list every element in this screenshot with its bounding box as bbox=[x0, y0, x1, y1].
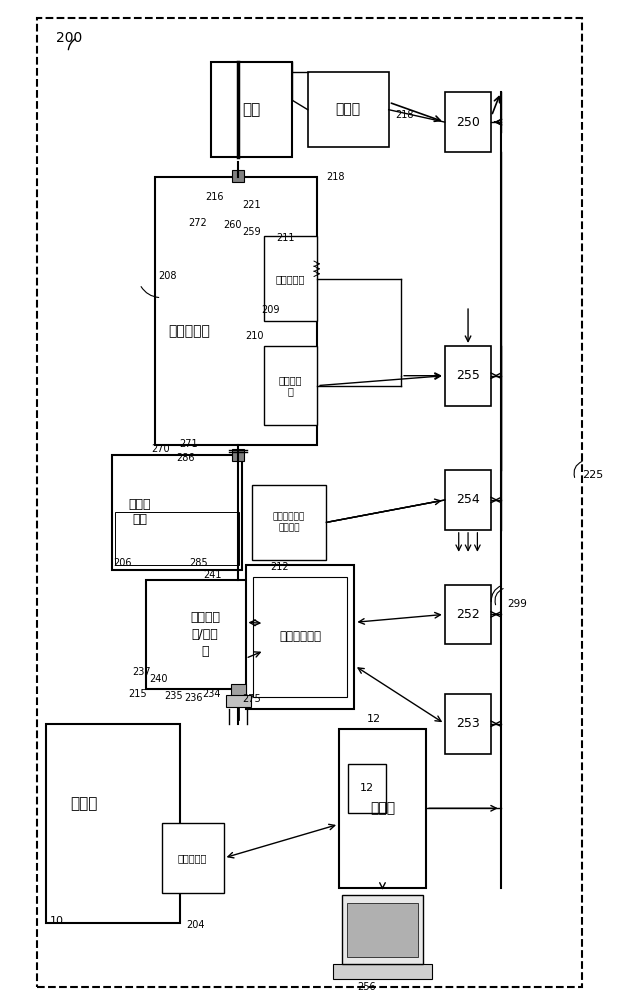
Text: 211: 211 bbox=[277, 233, 295, 243]
Text: 270: 270 bbox=[151, 444, 170, 454]
Text: 285: 285 bbox=[189, 558, 207, 568]
Text: 218: 218 bbox=[395, 110, 413, 120]
Text: 299: 299 bbox=[507, 599, 527, 609]
FancyBboxPatch shape bbox=[161, 823, 224, 893]
Text: 液力变矩器锁
止离合器: 液力变矩器锁 止离合器 bbox=[273, 513, 305, 532]
Text: 240: 240 bbox=[149, 674, 168, 684]
Text: 237: 237 bbox=[133, 667, 151, 677]
FancyBboxPatch shape bbox=[339, 729, 426, 888]
FancyBboxPatch shape bbox=[445, 346, 491, 406]
Text: 241: 241 bbox=[203, 570, 222, 580]
Text: 发动机: 发动机 bbox=[70, 796, 97, 811]
Text: 200: 200 bbox=[56, 31, 82, 45]
Text: 12: 12 bbox=[360, 783, 374, 793]
FancyBboxPatch shape bbox=[445, 694, 491, 754]
FancyBboxPatch shape bbox=[308, 72, 389, 147]
FancyBboxPatch shape bbox=[445, 470, 491, 530]
FancyBboxPatch shape bbox=[232, 449, 244, 461]
FancyBboxPatch shape bbox=[264, 236, 317, 321]
FancyBboxPatch shape bbox=[246, 565, 354, 709]
Text: 259: 259 bbox=[242, 227, 261, 237]
FancyBboxPatch shape bbox=[253, 577, 347, 697]
Text: 210: 210 bbox=[246, 331, 264, 341]
Text: 286: 286 bbox=[176, 453, 194, 463]
Text: 275: 275 bbox=[242, 694, 261, 704]
Text: 206: 206 bbox=[114, 558, 132, 568]
Text: 204: 204 bbox=[187, 920, 205, 930]
Text: 218: 218 bbox=[327, 172, 345, 182]
FancyBboxPatch shape bbox=[445, 585, 491, 644]
FancyBboxPatch shape bbox=[349, 764, 386, 813]
FancyBboxPatch shape bbox=[146, 580, 264, 689]
FancyBboxPatch shape bbox=[347, 903, 418, 957]
FancyBboxPatch shape bbox=[225, 695, 251, 707]
Text: 扭矩致动器: 扭矩致动器 bbox=[178, 853, 207, 863]
Text: 车轮: 车轮 bbox=[242, 102, 261, 117]
Text: 254: 254 bbox=[456, 493, 480, 506]
Text: 控制器: 控制器 bbox=[370, 801, 395, 815]
FancyBboxPatch shape bbox=[232, 170, 244, 182]
Text: 234: 234 bbox=[202, 689, 220, 699]
FancyBboxPatch shape bbox=[264, 346, 317, 425]
Text: 252: 252 bbox=[456, 608, 480, 621]
Text: 272: 272 bbox=[188, 218, 207, 228]
Text: 209: 209 bbox=[261, 305, 279, 315]
FancyBboxPatch shape bbox=[112, 455, 242, 570]
Text: 212: 212 bbox=[271, 562, 289, 572]
Text: 215: 215 bbox=[129, 689, 147, 699]
Text: 208: 208 bbox=[158, 271, 177, 281]
Text: 自动变速器: 自动变速器 bbox=[168, 324, 210, 338]
FancyBboxPatch shape bbox=[342, 895, 423, 964]
FancyBboxPatch shape bbox=[115, 512, 239, 565]
FancyBboxPatch shape bbox=[230, 684, 246, 699]
FancyBboxPatch shape bbox=[333, 964, 432, 979]
FancyBboxPatch shape bbox=[211, 62, 292, 157]
Text: 12: 12 bbox=[367, 714, 381, 724]
Text: 216: 216 bbox=[205, 192, 224, 202]
FancyBboxPatch shape bbox=[46, 724, 180, 923]
Text: 253: 253 bbox=[456, 717, 480, 730]
Text: 液力变
矩器: 液力变 矩器 bbox=[129, 498, 151, 526]
Text: 集成起动
器/发电
机: 集成起动 器/发电 机 bbox=[190, 611, 220, 658]
Text: 260: 260 bbox=[224, 220, 242, 230]
Text: 235: 235 bbox=[165, 691, 183, 701]
FancyBboxPatch shape bbox=[155, 177, 317, 445]
Text: 前进离合
器: 前进离合 器 bbox=[279, 375, 303, 396]
Text: 制动器: 制动器 bbox=[336, 103, 361, 117]
Text: 236: 236 bbox=[185, 693, 203, 703]
Text: 齿轮离合器: 齿轮离合器 bbox=[276, 274, 305, 284]
FancyBboxPatch shape bbox=[252, 485, 327, 560]
Text: 271: 271 bbox=[179, 439, 198, 449]
FancyBboxPatch shape bbox=[445, 92, 491, 152]
Text: 10: 10 bbox=[50, 916, 63, 926]
Text: 250: 250 bbox=[456, 116, 480, 129]
Text: 256: 256 bbox=[357, 982, 376, 992]
Text: 电能存储装置: 电能存储装置 bbox=[279, 630, 321, 643]
Text: 221: 221 bbox=[242, 200, 261, 210]
Text: 255: 255 bbox=[456, 369, 480, 382]
Text: 225: 225 bbox=[582, 470, 603, 480]
